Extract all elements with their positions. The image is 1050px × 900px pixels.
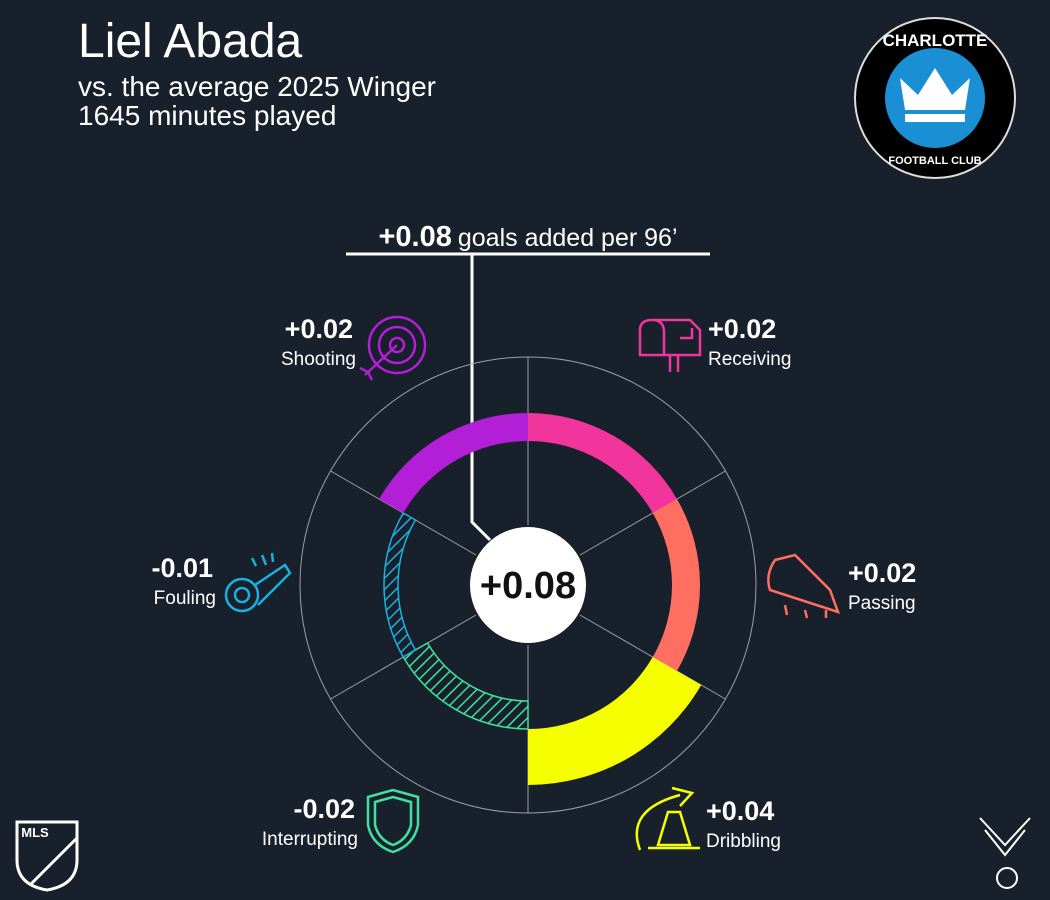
plot: +0.02 Receiving +0.02 Passing +0.04 Dribbling…	[151, 314, 916, 852]
header-caption: goals added per 96’	[458, 224, 678, 252]
passing-icon	[767, 553, 841, 619]
value-label: +0.02	[285, 314, 353, 344]
category-label: Shooting	[281, 349, 356, 370]
value-label: +0.02	[708, 314, 776, 344]
header: +0.08 goals added per 96’	[378, 221, 677, 253]
club-name: CHARLOTTE	[883, 31, 988, 50]
receiving-icon	[638, 318, 702, 372]
value-label: -0.01	[151, 553, 213, 583]
category-label: Receiving	[708, 349, 791, 370]
interrupting-icon	[366, 788, 420, 854]
category-label: Interrupting	[262, 829, 358, 850]
dribbling-icon	[635, 786, 700, 851]
value-label: +0.04	[706, 796, 774, 826]
header-total: +0.08	[378, 221, 451, 253]
league-name: MLS	[21, 825, 49, 840]
connector	[470, 254, 492, 542]
total-label: +0.08	[480, 565, 576, 607]
club-logo: CHARLOTTE FOOTBALL CLUB	[854, 17, 1016, 179]
eagle-logo	[979, 817, 1031, 889]
category-label: Dribbling	[706, 831, 781, 852]
value-label: -0.02	[293, 794, 355, 824]
bar	[402, 641, 529, 730]
league-logo: MLS	[15, 820, 79, 892]
center-disc	[470, 527, 586, 643]
icons	[224, 315, 841, 854]
category-label: Passing	[848, 593, 916, 614]
bar	[528, 657, 702, 785]
subtitle: vs. the average 2025 Winger	[78, 71, 436, 102]
category-label: Fouling	[154, 588, 216, 609]
fouling-icon	[224, 552, 292, 613]
minutes-note: 1645 minutes played	[78, 100, 336, 131]
value-label: +0.02	[848, 558, 916, 588]
bar	[379, 413, 528, 513]
shooting-icon	[359, 315, 427, 381]
chart-title: Liel Abada	[78, 15, 303, 68]
bar	[528, 413, 677, 513]
club-sub: FOOTBALL CLUB	[888, 155, 981, 167]
bar	[652, 499, 700, 671]
bar	[383, 511, 417, 659]
